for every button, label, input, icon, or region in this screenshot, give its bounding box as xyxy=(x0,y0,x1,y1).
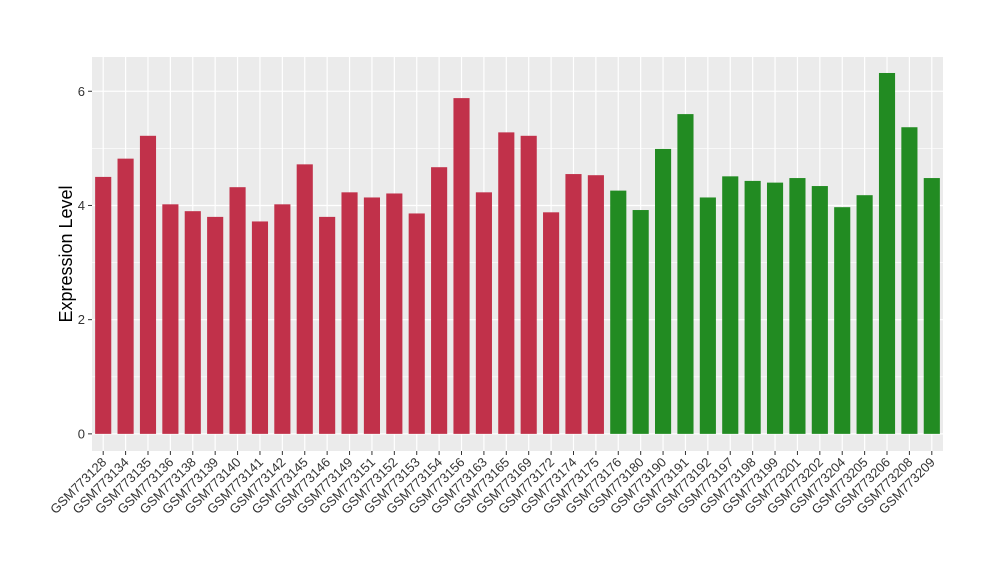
bar-GSM773197 xyxy=(722,176,739,434)
bar-GSM773201 xyxy=(789,178,806,434)
bar-GSM773141 xyxy=(251,221,269,434)
bar-GSM773136 xyxy=(162,204,179,434)
bar-GSM773180 xyxy=(632,210,649,434)
bar-GSM773151 xyxy=(363,197,380,434)
bar-GSM773165 xyxy=(498,132,515,434)
bar-GSM773190 xyxy=(655,148,672,434)
bar-GSM773205 xyxy=(856,195,873,434)
bar-GSM773146 xyxy=(319,216,336,434)
y-tick-label: 2 xyxy=(78,312,85,327)
bar-GSM773191 xyxy=(677,114,694,434)
x-axis: GSM773128GSM773134GSM773135GSM773136GSM7… xyxy=(47,451,938,517)
bar-GSM773154 xyxy=(431,167,448,434)
bar-GSM773206 xyxy=(878,72,896,434)
bars xyxy=(95,72,940,434)
y-axis-title: Expression Level xyxy=(56,185,76,322)
bar-GSM773208 xyxy=(901,127,918,434)
bar-GSM773138 xyxy=(184,211,201,434)
bar-GSM773209 xyxy=(923,178,940,434)
y-tick-label: 4 xyxy=(78,198,85,213)
y-tick-label: 6 xyxy=(78,84,85,99)
bar-GSM773134 xyxy=(117,158,134,434)
bar-GSM773199 xyxy=(766,182,784,434)
bar-GSM773198 xyxy=(744,180,761,434)
bar-GSM773163 xyxy=(475,192,492,434)
bar-GSM773169 xyxy=(520,135,537,434)
bar-GSM773202 xyxy=(811,186,828,434)
bar-GSM773135 xyxy=(139,135,157,434)
bar-GSM773175 xyxy=(587,175,604,434)
bar-GSM773145 xyxy=(296,164,313,434)
bar-GSM773139 xyxy=(207,216,224,434)
bar-GSM773149 xyxy=(341,192,358,434)
bar-GSM773172 xyxy=(543,212,560,434)
bar-GSM773174 xyxy=(565,174,582,434)
y-axis: 0 2 4 6 xyxy=(78,84,92,441)
bar-GSM773140 xyxy=(229,187,246,434)
bar-GSM773152 xyxy=(386,193,403,434)
bar-GSM773156 xyxy=(453,98,470,434)
bar-GSM773153 xyxy=(408,213,425,434)
bar-GSM773204 xyxy=(834,207,851,434)
y-tick-label: 0 xyxy=(78,426,85,441)
bar-GSM773142 xyxy=(274,204,291,434)
bar-GSM773128 xyxy=(95,176,112,434)
bar-GSM773192 xyxy=(699,197,716,434)
bar-GSM773176 xyxy=(610,190,627,434)
